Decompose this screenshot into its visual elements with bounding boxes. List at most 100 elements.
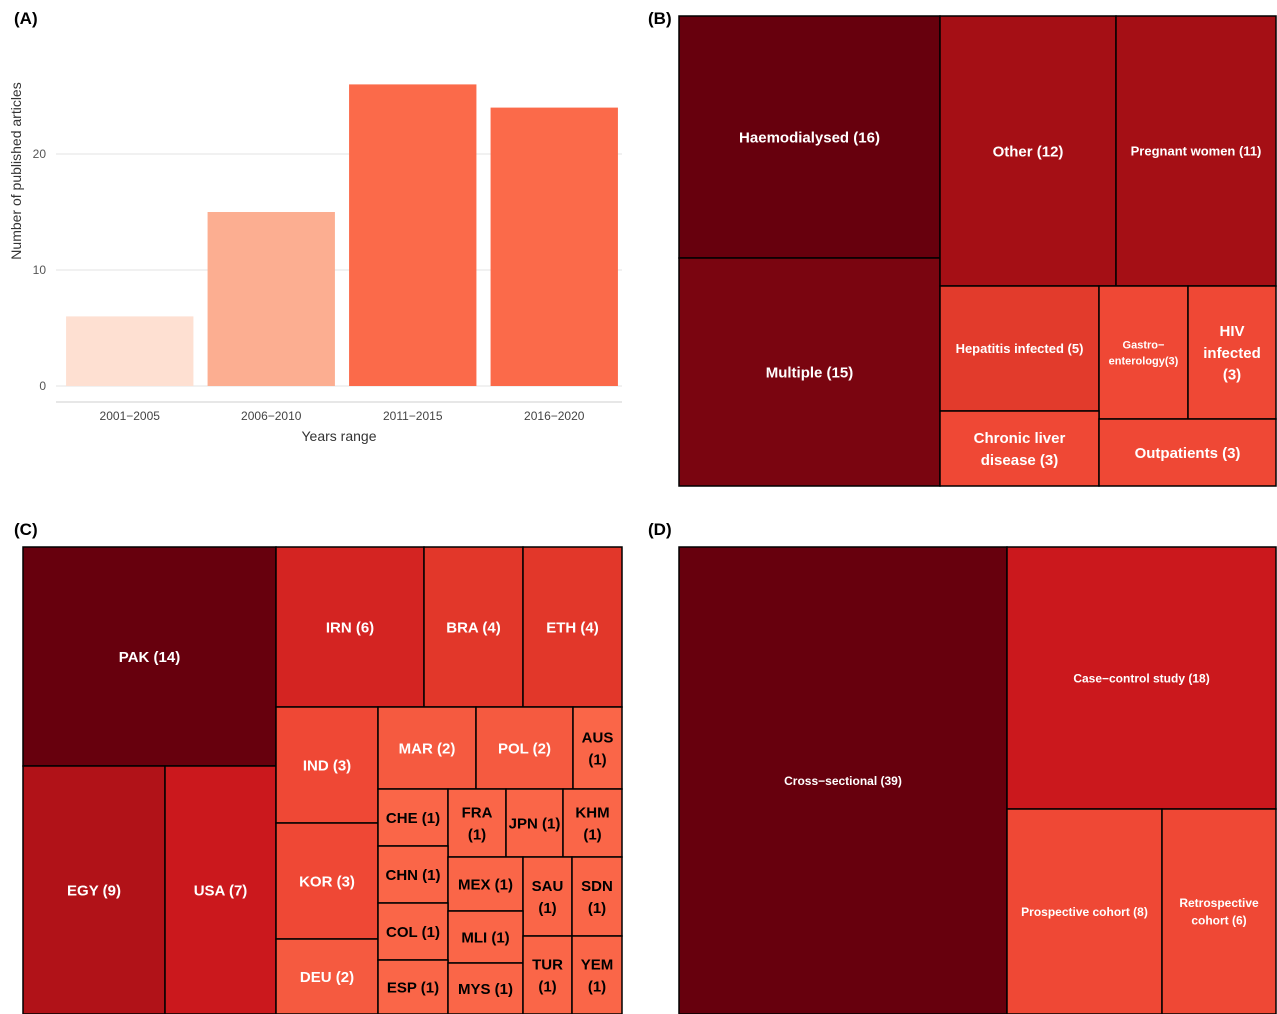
tile-label: AUS — [582, 730, 614, 747]
tile-rect — [939, 15, 1117, 287]
tile-label: MEX (1) — [458, 876, 513, 893]
tile-label: Chronic liver — [974, 430, 1066, 447]
bar-3 — [490, 107, 618, 386]
tile-gastro-enterology-3: Gastro− enterology(3) — [1098, 285, 1189, 420]
tile-label: cohort (6) — [1191, 914, 1246, 928]
tile-haemodialysed-16: Haemodialysed (16) — [678, 15, 941, 259]
tile-label: MLI (1) — [461, 929, 509, 946]
tile-che-1: CHE (1) — [377, 788, 449, 847]
tile-mys-1: MYS (1) — [447, 962, 524, 1014]
tile-label: (1) — [588, 900, 606, 917]
tile-rect — [1006, 808, 1163, 1014]
tile-label: FRA — [462, 805, 493, 822]
tile-rect — [447, 788, 507, 858]
tile-label: (1) — [588, 978, 606, 995]
tile-rect — [377, 959, 449, 1014]
treemap-populations: Haemodialysed (16) Multiple (15) Other (12… — [678, 15, 1277, 487]
tile-label: MYS (1) — [458, 981, 513, 998]
tile-rect — [939, 410, 1100, 487]
treemap-countries: PAK (14) EGY (9) USA (7) IRN (6) BRA (4) ETH … — [22, 546, 623, 1014]
tile-col-1: COL (1) — [377, 902, 449, 961]
tile-label: HIV — [1219, 323, 1244, 340]
ytick-label-10: 10 — [33, 263, 47, 277]
bar-1 — [207, 212, 335, 386]
tile-label: (1) — [588, 751, 606, 768]
tile-hiv-infected-3: HIV infected (3) — [1187, 285, 1277, 420]
tile-rect — [275, 706, 379, 824]
tile-case-control-study-18: Case−control study (18) — [1006, 546, 1277, 810]
tile-rect — [164, 765, 277, 1014]
tile-rect — [377, 845, 449, 904]
tile-label: enterology(3) — [1109, 355, 1179, 367]
tile-label: ESP (1) — [387, 979, 439, 996]
tile-chn-1: CHN (1) — [377, 845, 449, 904]
tile-rect — [1098, 285, 1189, 420]
panel-label-d: (D) — [648, 520, 672, 539]
tile-rect — [562, 788, 623, 858]
bar-0 — [66, 316, 194, 386]
tile-mar-2: MAR (2) — [377, 706, 477, 790]
tile-usa-7: USA (7) — [164, 765, 277, 1014]
tile-rect — [447, 910, 524, 964]
tile-rect — [678, 15, 941, 259]
tile-label: JPN (1) — [509, 815, 561, 832]
tile-rect — [447, 856, 524, 912]
tile-rect — [22, 765, 166, 1014]
tile-label: Outpatients (3) — [1135, 445, 1241, 462]
tile-rect — [678, 546, 1008, 1014]
panel-label-c: (C) — [14, 520, 38, 539]
tile-label: SAU — [532, 878, 564, 895]
y-axis-title: Number of published articles — [8, 82, 24, 259]
tile-label: (1) — [538, 978, 556, 995]
tile-rect — [939, 285, 1100, 412]
tile-label: Cross−sectional (39) — [784, 774, 902, 788]
tile-label: CHE (1) — [386, 810, 440, 827]
tile-label: TUR — [532, 957, 563, 974]
tile-label: (1) — [538, 900, 556, 917]
tile-label: SDN — [581, 878, 613, 895]
tile-label: PAK (14) — [119, 649, 180, 666]
xtick-label-3: 2016−2020 — [524, 409, 585, 423]
tile-label: CHN (1) — [386, 867, 441, 884]
ytick-label-20: 20 — [33, 147, 47, 161]
tile-label: YEM — [581, 957, 614, 974]
tile-rect — [423, 546, 524, 708]
tile-other-12: Other (12) — [939, 15, 1117, 287]
tile-yem-1: YEM (1) — [571, 935, 623, 1014]
tile-label: Other (12) — [993, 143, 1064, 160]
tile-mli-1: MLI (1) — [447, 910, 524, 964]
tile-label: IND (3) — [303, 757, 351, 774]
tile-pak-14: PAK (14) — [22, 546, 277, 767]
tile-fra-1: FRA (1) — [447, 788, 507, 858]
panel-label-b: (B) — [648, 9, 672, 28]
tile-rect — [1187, 285, 1277, 420]
bar-chart-articles-by-years: 0 10 20 2001−2005 2006−2010 2011−2015 2016−202… — [8, 82, 622, 444]
tile-label: ETH (4) — [546, 619, 599, 636]
tile-label: Gastro− — [1123, 339, 1165, 351]
tile-rect — [275, 546, 425, 708]
tile-irn-6: IRN (6) — [275, 546, 425, 708]
tile-pregnant-women-11: Pregnant women (11) — [1115, 15, 1277, 287]
tile-rect — [1161, 808, 1277, 1014]
tile-rect — [475, 706, 574, 790]
tile-rect — [522, 546, 623, 708]
xtick-label-0: 2001−2005 — [100, 409, 161, 423]
tile-mex-1: MEX (1) — [447, 856, 524, 912]
tile-rect — [1098, 418, 1277, 487]
x-axis-title: Years range — [302, 428, 377, 444]
tile-cross-sectional-39: Cross−sectional (39) — [678, 546, 1008, 1014]
tile-rect — [377, 706, 477, 790]
tile-label: POL (2) — [498, 740, 551, 757]
tile-rect — [275, 822, 379, 940]
tile-label: (1) — [468, 826, 486, 843]
tile-bra-4: BRA (4) — [423, 546, 524, 708]
tile-ind-3: IND (3) — [275, 706, 379, 824]
tile-eth-4: ETH (4) — [522, 546, 623, 708]
tile-label: Case−control study (18) — [1073, 671, 1209, 685]
tile-label: EGY (9) — [67, 882, 121, 899]
tile-pol-2: POL (2) — [475, 706, 574, 790]
tile-label: disease (3) — [981, 452, 1059, 469]
tile-label: MAR (2) — [399, 740, 456, 757]
tile-label: KHM — [575, 805, 609, 822]
